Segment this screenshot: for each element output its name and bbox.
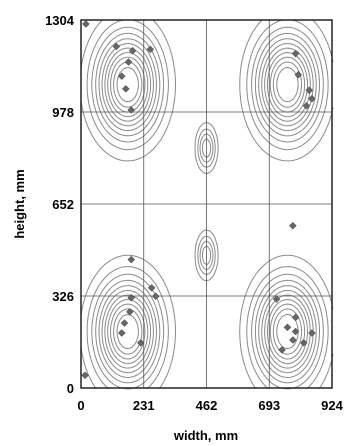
data-point xyxy=(291,49,300,58)
contour-line xyxy=(104,47,311,369)
x-tick-label: 462 xyxy=(196,398,218,413)
data-point xyxy=(146,45,155,54)
data-point xyxy=(128,46,137,55)
data-point xyxy=(308,329,316,337)
data-point xyxy=(291,313,300,322)
data-point xyxy=(112,42,121,51)
plot-frame xyxy=(80,19,333,389)
y-tick-label: 652 xyxy=(52,197,74,212)
y-tick-labels: 0 326 652 978 1304 xyxy=(45,13,75,396)
data-point xyxy=(151,292,160,301)
data-point xyxy=(278,346,286,354)
data-point xyxy=(305,86,314,95)
y-tick-label: 0 xyxy=(67,381,74,396)
contour-line xyxy=(107,52,308,365)
x-tick-label: 693 xyxy=(258,398,280,413)
data-point xyxy=(81,371,89,380)
data-point xyxy=(283,323,292,332)
contour-line xyxy=(86,19,329,390)
y-axis-label: height, mm xyxy=(12,169,27,238)
contour-line xyxy=(91,26,324,390)
data-point xyxy=(127,106,136,114)
data-point xyxy=(121,85,130,93)
data-point xyxy=(124,58,133,66)
contour-line xyxy=(95,32,320,384)
x-tick-label: 0 xyxy=(77,398,84,413)
contour-line xyxy=(101,43,314,374)
data-point xyxy=(302,101,311,110)
x-tick-label: 924 xyxy=(321,398,343,413)
data-point xyxy=(126,307,134,316)
data-points xyxy=(81,20,316,380)
data-point xyxy=(299,338,308,347)
y-tick-label: 978 xyxy=(52,105,74,120)
data-point xyxy=(82,20,90,28)
data-point xyxy=(291,327,300,336)
data-point xyxy=(289,221,297,230)
data-point xyxy=(120,319,129,327)
y-tick-label: 1304 xyxy=(45,13,75,28)
data-point xyxy=(147,283,156,292)
data-point xyxy=(127,255,136,264)
data-point xyxy=(294,70,303,79)
contour-lines xyxy=(80,19,334,390)
contour-line xyxy=(110,56,306,360)
data-point xyxy=(117,72,126,81)
grid-lines xyxy=(81,20,332,388)
x-tick-label: 231 xyxy=(133,398,155,413)
y-tick-label: 326 xyxy=(52,289,74,304)
data-point xyxy=(127,293,136,302)
data-point xyxy=(136,338,145,347)
data-point xyxy=(117,329,126,337)
contour-line xyxy=(113,61,303,355)
x-tick-labels: 0 231 462 693 924 xyxy=(77,398,343,413)
data-point xyxy=(308,94,316,103)
contour-line xyxy=(98,38,317,378)
data-point xyxy=(289,336,297,344)
x-axis-label: width, mm xyxy=(173,428,238,443)
data-point xyxy=(272,295,281,303)
contour-line xyxy=(116,67,299,350)
